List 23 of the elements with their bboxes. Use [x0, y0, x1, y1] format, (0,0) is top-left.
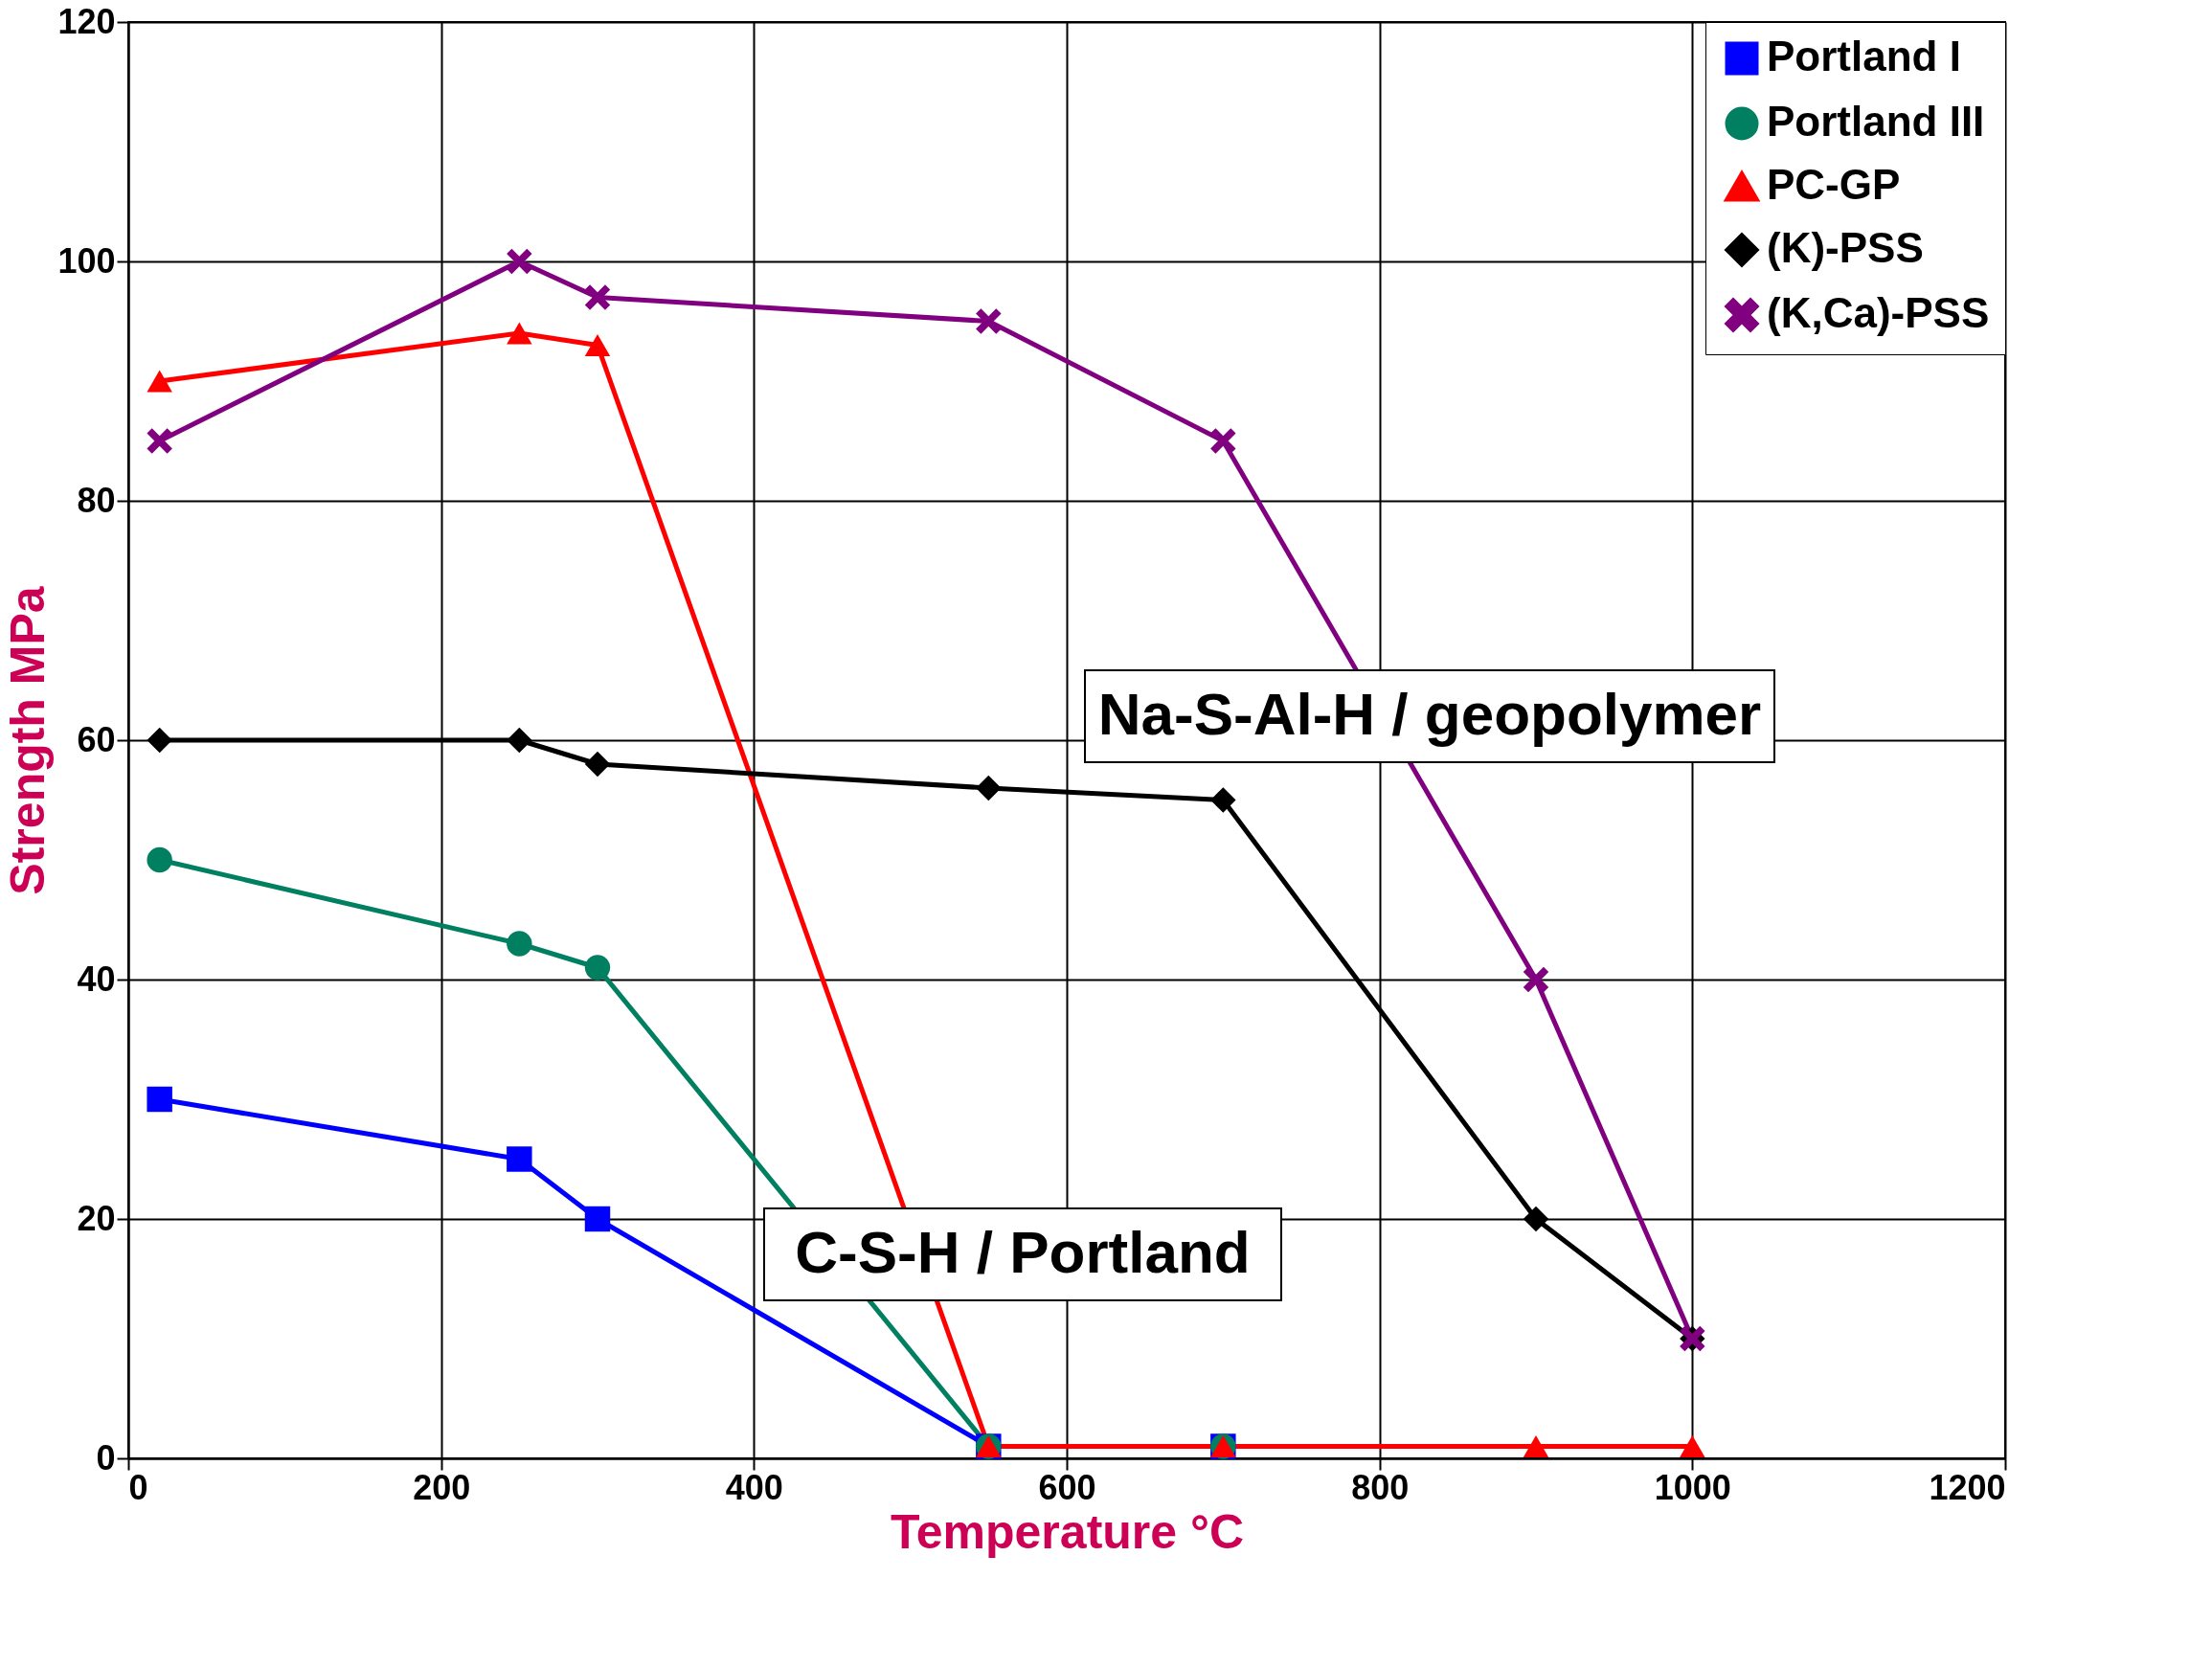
legend-label: Portland I: [1767, 33, 1961, 79]
x-tick-label: 200: [413, 1467, 471, 1507]
annotation: Na-S-Al-H / geopolymer: [1097, 681, 1762, 747]
y-tick-label: 40: [77, 959, 116, 999]
legend-label: Portland III: [1767, 98, 1985, 145]
legend-label: PC-GP: [1767, 161, 1901, 208]
x-tick-label: 600: [1038, 1467, 1096, 1507]
y-tick-label: 0: [96, 1437, 116, 1477]
legend-label: (K)-PSS: [1767, 224, 1924, 271]
x-axis-title: Temperature °C: [890, 1504, 1245, 1559]
y-axis-title: Strength MPa: [1, 585, 56, 895]
x-tick-label: 0: [128, 1467, 148, 1507]
legend-label: (K,Ca)-PSS: [1767, 289, 1990, 336]
x-tick-label: 800: [1351, 1467, 1410, 1507]
y-tick-label: 100: [57, 240, 116, 281]
y-tick-label: 120: [57, 1, 116, 41]
x-tick-label: 400: [725, 1467, 783, 1507]
y-tick-label: 80: [77, 480, 116, 520]
x-tick-label: 1200: [1929, 1467, 2006, 1507]
annotation: C-S-H / Portland: [795, 1219, 1251, 1285]
x-tick-label: 1000: [1654, 1467, 1731, 1507]
y-tick-label: 60: [77, 719, 116, 759]
y-tick-label: 20: [77, 1198, 116, 1238]
